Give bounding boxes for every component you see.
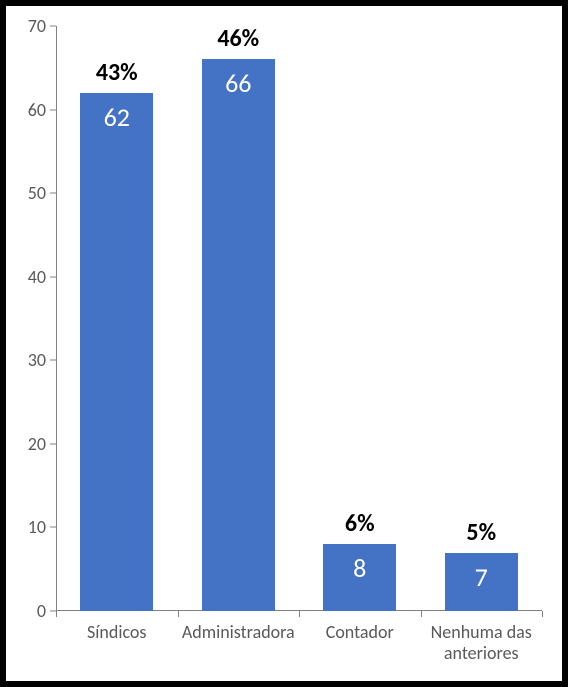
bar-value-label: 8	[353, 552, 366, 584]
bar-group: 5%7	[421, 26, 543, 611]
x-tick-mark	[178, 611, 179, 617]
bar-top-labels: 43%	[56, 58, 178, 89]
x-axis-label: Nenhuma das anteriores	[421, 616, 543, 681]
y-tick-label: 10	[28, 516, 46, 538]
bar: 7	[445, 553, 518, 612]
bar-group: 6%8	[299, 26, 421, 611]
y-tick-label: 20	[28, 433, 46, 455]
y-tick-label: 40	[28, 266, 46, 288]
y-tick-label: 70	[28, 15, 46, 37]
x-labels: SíndicosAdministradoraContadorNenhuma da…	[56, 616, 542, 681]
x-axis-label: Contador	[299, 616, 421, 681]
bar: 62	[80, 93, 153, 611]
bar-percent-label: 5%	[466, 518, 496, 547]
x-tick-mark	[56, 611, 57, 617]
x-axis-label: Síndicos	[56, 616, 178, 681]
bar-group: 43%62	[56, 26, 178, 611]
bar-value-label: 66	[225, 67, 251, 99]
bar-percent-label: 46%	[217, 24, 259, 53]
bar: 66	[202, 59, 275, 611]
x-tick-mark	[421, 611, 422, 617]
x-axis-label: Administradora	[178, 616, 300, 681]
x-tick-mark	[542, 611, 543, 617]
y-tick-label: 0	[37, 600, 46, 622]
bar-value-label: 7	[475, 561, 488, 593]
bar-chart: 010203040506070 43%6246%666%85%7 Síndico…	[0, 0, 568, 687]
bar: 8	[323, 544, 396, 611]
y-tick-label: 60	[28, 99, 46, 121]
bar-percent-label: 43%	[96, 58, 138, 87]
x-tick-mark	[299, 611, 300, 617]
y-tick-label: 50	[28, 182, 46, 204]
bar-group: 46%66	[178, 26, 300, 611]
bar-percent-label: 6%	[345, 509, 375, 538]
bar-top-labels: 6%	[299, 509, 421, 540]
bar-top-labels: 46%	[178, 24, 300, 55]
y-tick-label: 30	[28, 349, 46, 371]
y-axis: 010203040506070	[6, 26, 56, 611]
bar-value-label: 62	[104, 101, 130, 133]
bars-area: 43%6246%666%85%7	[56, 26, 542, 611]
bar-top-labels: 5%	[421, 518, 543, 549]
